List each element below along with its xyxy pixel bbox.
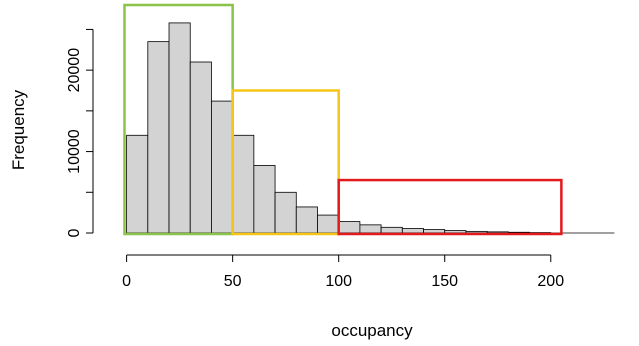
highlight-box bbox=[231, 89, 340, 236]
histogram-bar bbox=[317, 214, 340, 234]
y-tick-label: 0 bbox=[66, 228, 83, 237]
x-tick-label: 50 bbox=[224, 273, 242, 290]
x-tick-label: 0 bbox=[122, 273, 131, 290]
histogram-bar bbox=[380, 226, 403, 234]
histogram-bar bbox=[147, 41, 170, 234]
histogram-bar bbox=[274, 191, 297, 234]
highlight-boxes bbox=[123, 3, 563, 236]
axes: 0 50 100 150 200 0 10000 20000 bbox=[66, 28, 564, 290]
y-tick-label: 20000 bbox=[66, 48, 83, 93]
histogram-bar bbox=[232, 134, 255, 234]
x-tick-label: 100 bbox=[325, 273, 352, 290]
histogram-bar bbox=[189, 61, 212, 234]
highlight-box bbox=[337, 178, 563, 236]
histogram-bar bbox=[295, 206, 318, 234]
histogram-bar bbox=[253, 165, 276, 234]
histogram-bar bbox=[211, 100, 234, 234]
histogram-bar bbox=[338, 221, 361, 234]
histogram-bar bbox=[423, 229, 446, 234]
histogram-bar bbox=[168, 22, 191, 234]
histogram-bar bbox=[359, 224, 382, 234]
histogram-bar bbox=[126, 134, 149, 234]
x-tick-label: 200 bbox=[537, 273, 564, 290]
y-axis-title: Frequency bbox=[9, 89, 28, 170]
x-tick-label: 150 bbox=[431, 273, 458, 290]
histogram-bar bbox=[401, 228, 424, 234]
bars-layer bbox=[126, 22, 615, 234]
y-tick-label: 10000 bbox=[66, 129, 83, 174]
x-axis-title: occupancy bbox=[331, 321, 413, 340]
